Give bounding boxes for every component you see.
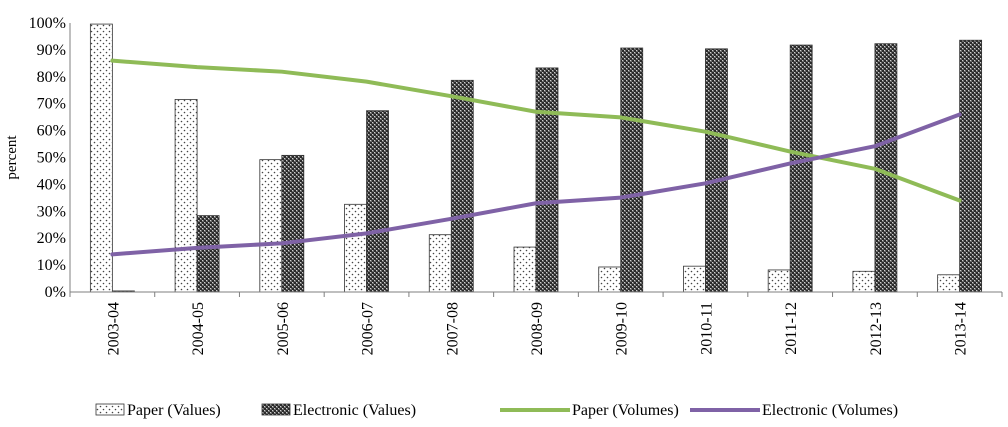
y-tick-label: 100% — [29, 15, 66, 32]
x-tick-label: 2005-06 — [275, 302, 292, 355]
y-tick-label: 60% — [37, 123, 66, 140]
bar-paper-values — [767, 269, 791, 293]
y-tick-label: 0% — [45, 284, 66, 301]
bar-paper-values — [683, 265, 706, 293]
y-axis-title: percent — [4, 135, 20, 180]
bar-electronic-values — [959, 39, 983, 293]
x-tick-label: 2004-05 — [190, 302, 207, 355]
legend-item-paper-volumes: Paper (Volumes) — [500, 402, 679, 419]
legend-item-electronic-volumes: Electronic (Volumes) — [690, 402, 898, 419]
legend-label: Paper (Values) — [127, 402, 221, 419]
legend-swatch — [95, 403, 125, 416]
bar-paper-values — [852, 270, 876, 293]
y-tick-label: 90% — [37, 42, 66, 59]
bar-electronic-values — [535, 67, 559, 293]
bar-electronic-values — [450, 79, 474, 293]
bar-electronic-values — [705, 48, 728, 293]
legend: Paper (Values) Electronic (Values) Paper (… — [95, 402, 898, 419]
x-tick-label: 2007-08 — [444, 302, 461, 355]
bar-electronic-values — [196, 215, 220, 293]
legend-label: Electronic (Volumes) — [762, 402, 898, 419]
y-tick-label: 10% — [37, 257, 66, 274]
bar-electronic-values — [874, 43, 898, 293]
legend-label: Electronic (Values) — [293, 402, 416, 419]
x-tick-label: 2010-11 — [698, 302, 715, 355]
bar-paper-values — [428, 234, 452, 293]
x-tick-label: 2012-13 — [868, 302, 885, 355]
y-tick-label: 30% — [37, 203, 66, 220]
y-axis: 0% 10% 20% 30% 40% 50% 60% 70% 80% 90% 100% — [29, 15, 71, 301]
bar-paper-values — [344, 203, 367, 293]
bar-electronic-values — [789, 44, 813, 293]
y-tick-label: 70% — [37, 96, 66, 113]
y-tick-label: 50% — [37, 150, 66, 167]
bar-paper-values — [89, 23, 113, 293]
x-tick-label: 2009-10 — [614, 302, 631, 355]
x-axis: 2003-04 2004-05 2005-06 2006-07 2007-08 2008-… — [69, 291, 1003, 355]
bar-paper-values — [937, 274, 961, 293]
x-tick-label: 2011-12 — [783, 302, 800, 355]
bar-electronic-values — [620, 47, 644, 293]
bar-electronic-values — [281, 154, 305, 293]
legend-item-electronic-values: Electronic (Values) — [261, 402, 416, 419]
bar-paper-values — [174, 98, 198, 293]
x-tick-label: 2006-07 — [360, 302, 377, 355]
bar-paper-values — [259, 159, 283, 293]
bar-paper-values — [513, 246, 537, 293]
bar-paper-values — [598, 266, 622, 293]
x-tick-label: 2013-14 — [953, 302, 970, 355]
legend-label: Paper (Volumes) — [572, 402, 679, 419]
y-tick-label: 20% — [37, 230, 66, 247]
y-tick-label: 40% — [37, 176, 66, 193]
line-electronic-volumes — [110, 112, 962, 257]
bar-electronic-values — [366, 110, 389, 293]
y-tick-label: 80% — [37, 69, 66, 86]
legend-item-paper-values: Paper (Values) — [95, 402, 221, 419]
legend-swatch — [261, 403, 291, 416]
x-tick-label: 2003-04 — [105, 302, 122, 355]
x-tick-label: 2008-09 — [529, 302, 546, 355]
plot-area — [89, 23, 983, 293]
